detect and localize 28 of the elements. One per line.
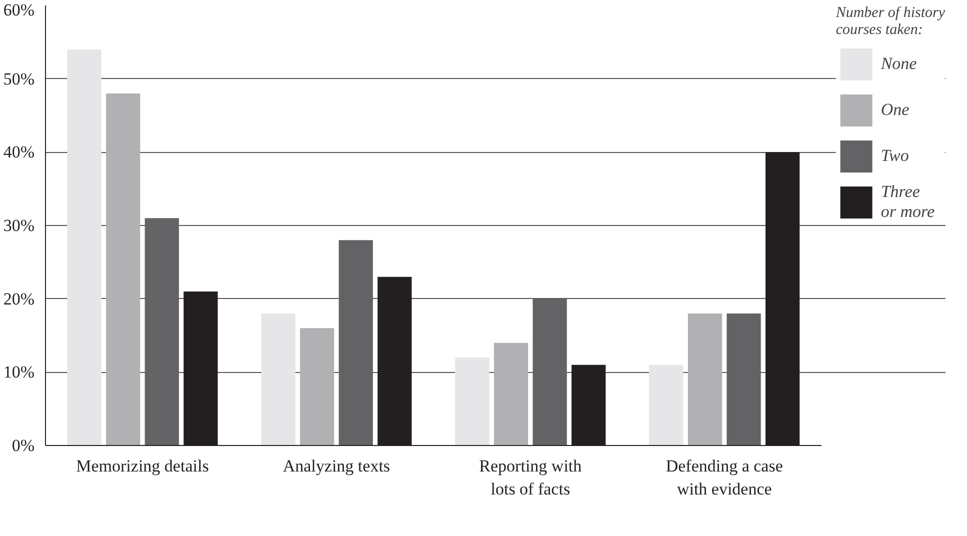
- bar: [455, 358, 490, 446]
- y-tick-label: 40%: [3, 142, 35, 162]
- y-tick-label: 20%: [3, 289, 35, 308]
- legend-label: One: [880, 100, 910, 120]
- bar: [106, 94, 140, 446]
- y-tick-label: 10%: [3, 362, 35, 382]
- bar: [726, 314, 761, 446]
- bar: [494, 342, 528, 446]
- bar: [300, 328, 334, 446]
- x-tick-label: Defending a case with evidence: [666, 456, 783, 498]
- x-tick-label: Memorizing details: [76, 456, 209, 476]
- y-tick-label: 50%: [3, 69, 35, 88]
- y-tick-label: 0%: [12, 436, 35, 455]
- bar: [338, 240, 373, 446]
- y-tick-label: 30%: [3, 216, 35, 235]
- legend-title: Number of history courses taken:: [836, 5, 945, 39]
- legend-label: Two: [880, 146, 909, 166]
- legend-label: Three or more: [880, 182, 935, 222]
- bar: [261, 314, 296, 446]
- legend-label: None: [880, 54, 917, 74]
- bar: [67, 50, 102, 446]
- y-tick-label: 60%: [3, 0, 35, 20]
- bar: [688, 314, 722, 446]
- bar: [532, 298, 567, 446]
- bar: [144, 218, 179, 446]
- bar: [649, 364, 684, 446]
- x-tick-label: Analyzing texts: [282, 456, 390, 476]
- x-tick-label: Reporting with lots of facts: [479, 456, 582, 498]
